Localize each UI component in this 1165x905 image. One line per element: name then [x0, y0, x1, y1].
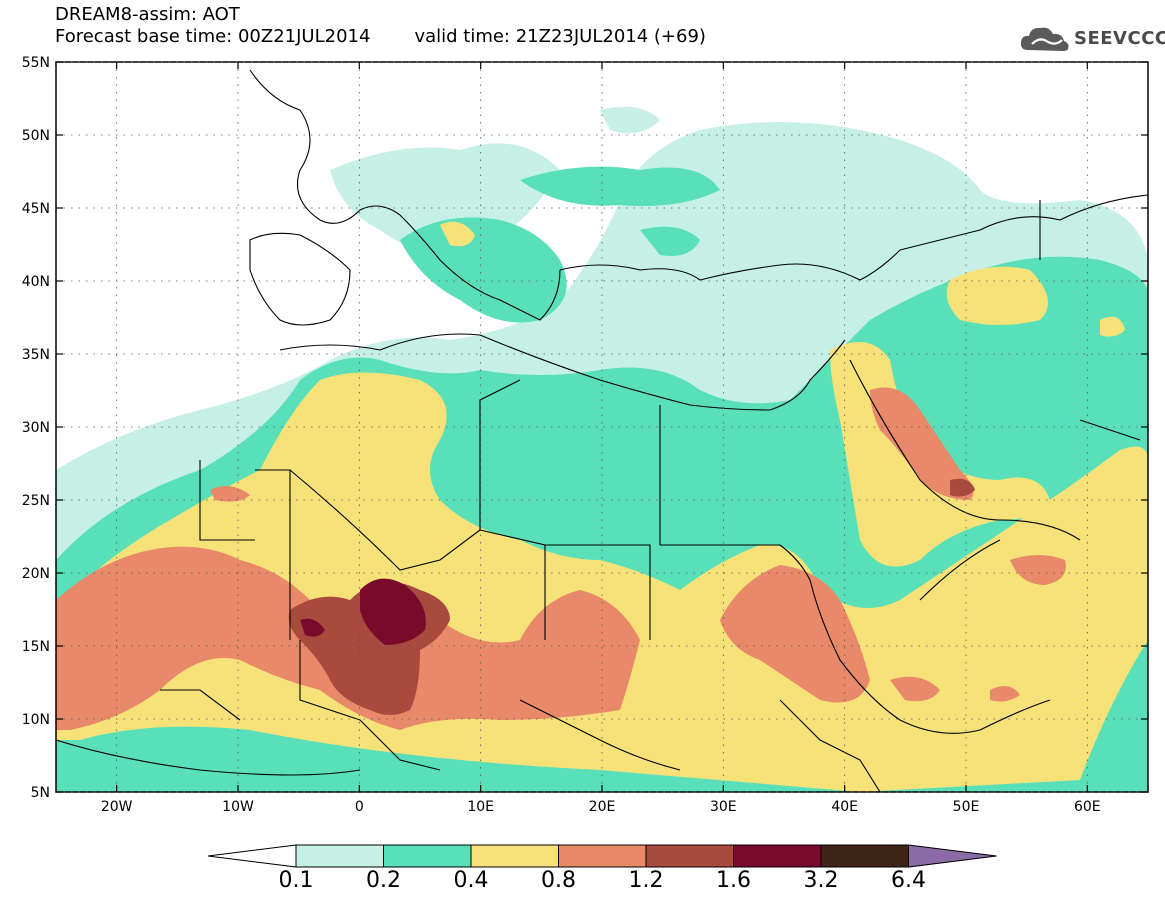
colorbar-over-triangle: [908, 844, 997, 868]
colorbar-segment: [645, 844, 734, 868]
colorbar-label: 0.1: [278, 868, 314, 893]
logo-text: SEEVCCC: [1074, 28, 1165, 49]
x-tick-label: 0: [355, 799, 364, 815]
colorbar-segment: [295, 844, 384, 868]
aot-field-1.6: [300, 578, 426, 645]
y-tick-label: 45N: [22, 201, 50, 217]
colorbar-segment: [383, 844, 472, 868]
country-borders: [56, 69, 1148, 792]
y-tick-label: 40N: [22, 274, 50, 290]
x-tick-label: 40E: [831, 799, 858, 815]
x-tick-label: 30E: [710, 799, 737, 815]
time-row: Forecast base time: 00Z21JUL2014 valid ti…: [55, 26, 706, 48]
axis-tick-labels: 20W 10W 0 10E 20E 30E 40E 50E 60E 55N 50N 45N 40N 35N…: [22, 55, 1101, 815]
x-tick-label: 20W: [101, 799, 133, 815]
y-tick-label: 10N: [22, 712, 50, 728]
y-tick-label: 50N: [22, 128, 50, 144]
colorbar-segment: [733, 844, 822, 868]
cloud-icon: [1020, 27, 1069, 51]
colorbar-under-triangle: [207, 844, 297, 868]
y-tick-label: 5N: [31, 785, 50, 801]
y-tick-label: 25N: [22, 493, 50, 509]
seevccc-logo: SEEVCCC: [1018, 22, 1165, 56]
colorbar-segment: [820, 844, 909, 868]
x-tick-label: 20E: [589, 799, 616, 815]
colorbar-label: 1.6: [716, 868, 751, 893]
colorbar-label: 0.8: [541, 868, 576, 893]
map-title: DREAM8-assim: AOT: [55, 4, 240, 25]
colorbar-label: 6.4: [891, 868, 926, 893]
colorbar-segment: [470, 844, 559, 868]
colorbar: [207, 844, 997, 868]
axis-ticks: [56, 61, 1148, 793]
x-tick-label: 10E: [467, 799, 494, 815]
map-area: [56, 62, 1148, 792]
grid: [56, 61, 1148, 793]
colorbar-label: 0.4: [453, 868, 489, 893]
y-tick-label: 20N: [22, 566, 50, 582]
y-tick-label: 30N: [22, 420, 50, 436]
y-tick-label: 35N: [22, 347, 50, 363]
base-time: Forecast base time: 00Z21JUL2014: [55, 26, 371, 47]
colorbar-label: 0.2: [366, 868, 401, 893]
y-tick-label: 15N: [22, 639, 50, 655]
map-header: DREAM8-assim: AOT Forecast base time: 00…: [55, 4, 706, 48]
colorbar-label: 1.2: [628, 868, 664, 893]
colorbar-segment: [558, 844, 647, 868]
y-tick-label: 55N: [22, 55, 50, 71]
x-tick-label: 60E: [1074, 799, 1101, 815]
colorbar-label: 3.2: [803, 868, 839, 893]
x-tick-label: 50E: [953, 799, 980, 815]
valid-time: valid time: 21Z23JUL2014 (+69): [414, 26, 706, 47]
x-tick-label: 10W: [222, 799, 254, 815]
